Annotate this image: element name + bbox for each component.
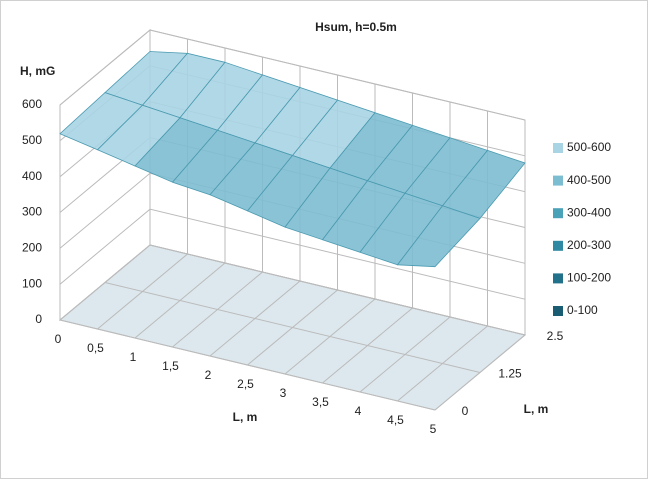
x-tick-label: 2,5 — [237, 377, 254, 391]
legend-swatch — [553, 143, 563, 153]
legend-label: 0-100 — [567, 303, 598, 317]
legend-swatch — [553, 306, 563, 316]
x-tick-label: 5 — [430, 422, 437, 436]
x-tick-label: 1,5 — [162, 359, 179, 373]
z-tick-label: 500 — [22, 133, 42, 147]
grid-line — [59, 319, 436, 411]
legend-swatch — [553, 240, 563, 251]
legend-label: 500-600 — [567, 140, 611, 154]
z-tick-label: 400 — [22, 169, 42, 183]
grid-line — [104, 282, 481, 373]
legend-swatch — [553, 175, 563, 186]
x-axis-title: L, m — [233, 410, 258, 424]
x-tick-label: 0,5 — [87, 341, 104, 355]
legend-swatch — [553, 208, 563, 219]
legend-label: 200-300 — [567, 238, 611, 252]
grid-line — [59, 208, 526, 300]
grid-line — [59, 244, 526, 336]
y-tick-label: 0 — [462, 404, 469, 418]
z-axis-title: H, mG — [20, 64, 55, 78]
x-tick-label: 4 — [355, 404, 362, 418]
legend-swatch — [553, 273, 563, 284]
z-tick-label: 600 — [22, 97, 42, 111]
legend-label: 300-400 — [567, 205, 611, 219]
x-tick-label: 3,5 — [312, 395, 329, 409]
z-tick-label: 300 — [22, 205, 42, 219]
z-tick-label: 0 — [35, 312, 42, 326]
x-tick-label: 3 — [280, 386, 287, 400]
y-axis-title: L, m — [524, 402, 549, 416]
x-tick-label: 4,5 — [387, 413, 404, 427]
x-tick-label: 2 — [205, 368, 212, 382]
y-tick-label: 2.5 — [547, 329, 564, 343]
x-tick-label: 1 — [130, 350, 137, 364]
z-tick-label: 100 — [22, 276, 42, 290]
grid-line — [59, 29, 526, 121]
chart-title: Hsum, h=0.5m — [315, 20, 397, 34]
legend-label: 100-200 — [567, 271, 611, 285]
x-tick-label: 0 — [55, 332, 62, 346]
legend-label: 400-500 — [567, 173, 611, 187]
y-tick-label: 1.25 — [498, 367, 522, 381]
surface-cell — [396, 205, 481, 268]
z-tick-label: 200 — [22, 241, 42, 255]
